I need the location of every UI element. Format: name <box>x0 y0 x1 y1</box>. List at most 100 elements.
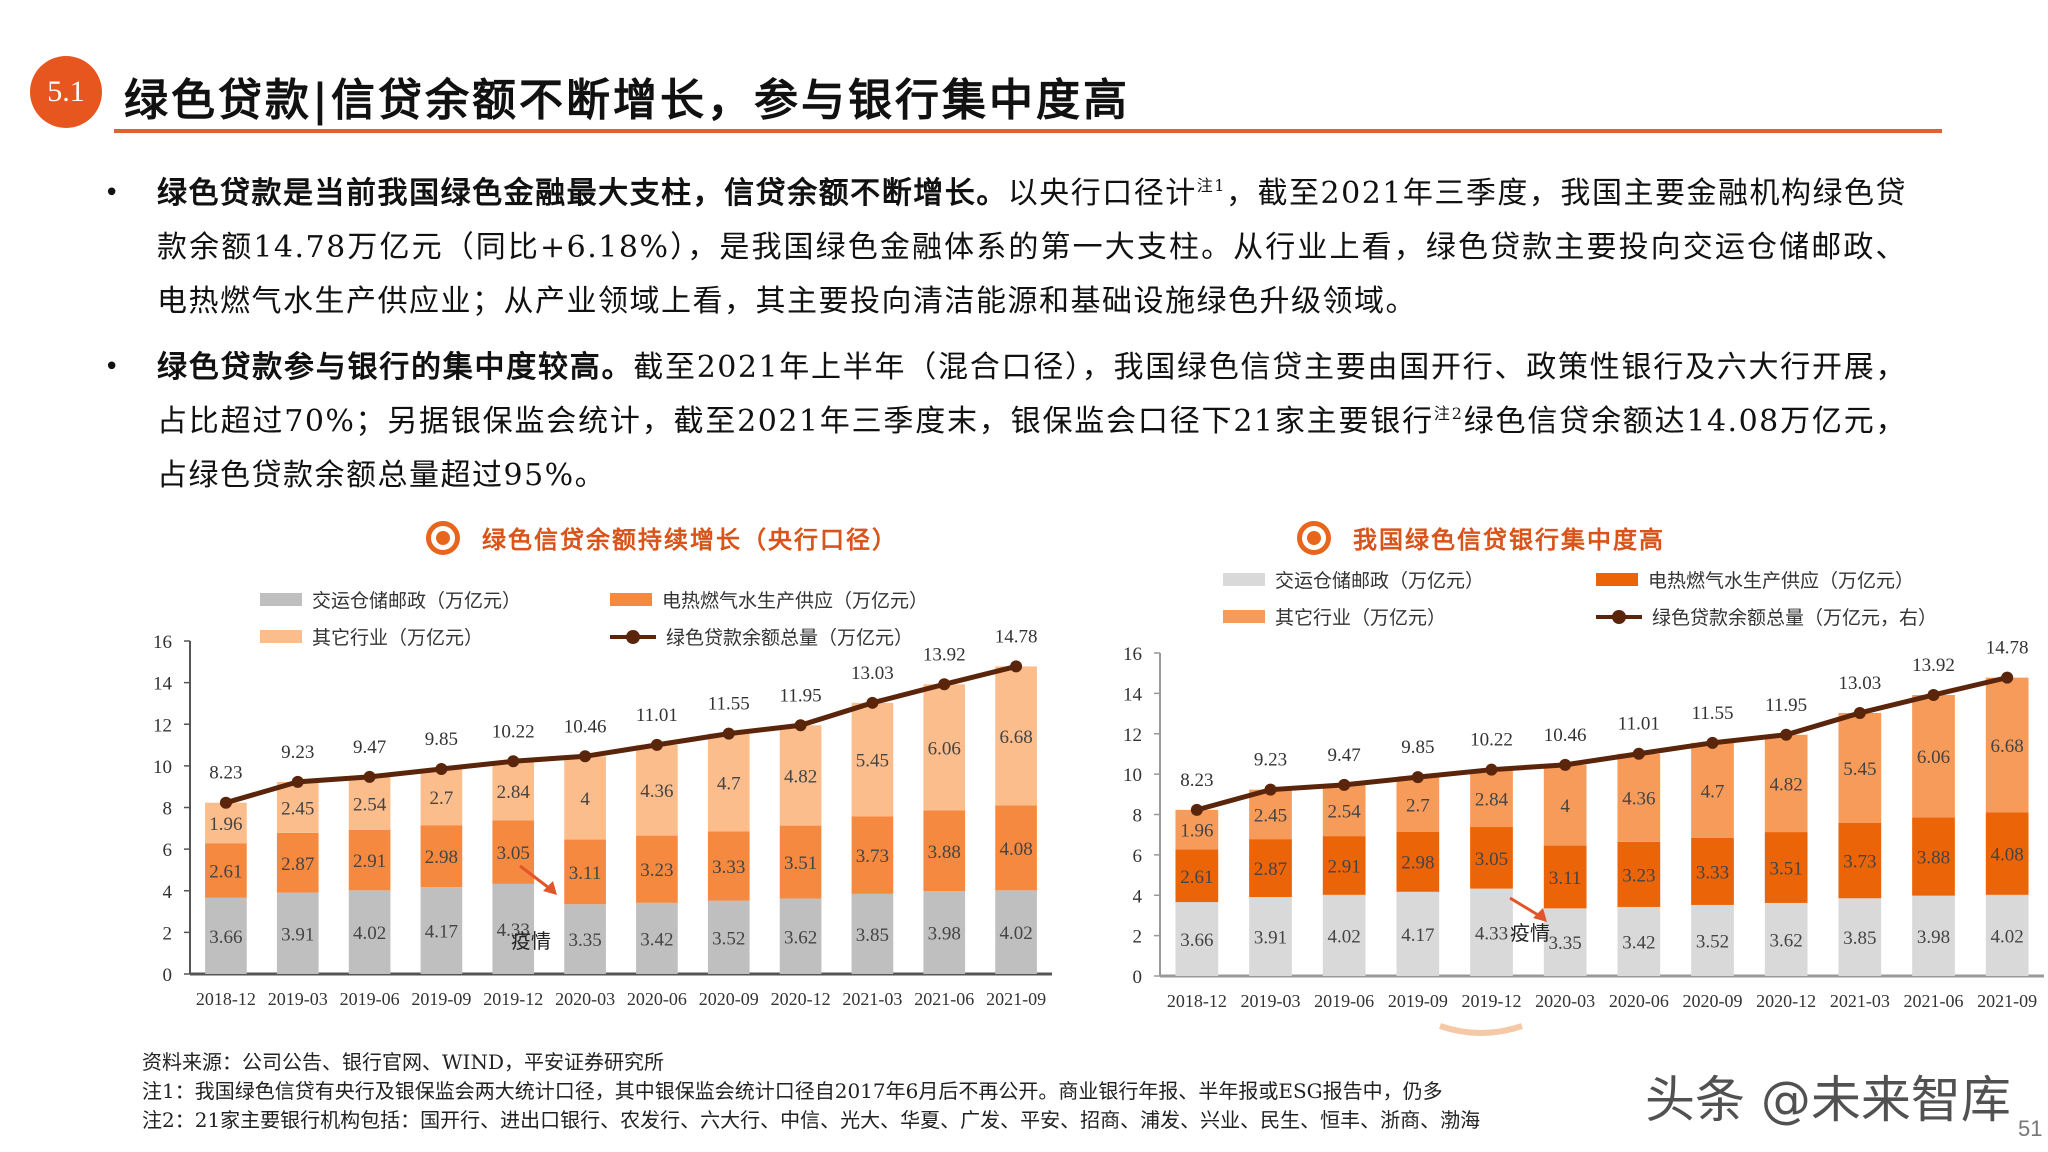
bar-segment <box>1617 841 1661 907</box>
total-data-label: 13.92 <box>923 644 966 665</box>
total-data-label: 10.46 <box>1544 725 1587 746</box>
legend-label: 其它行业（万亿元） <box>1275 607 1447 629</box>
bar-data-label: 4 <box>1560 796 1570 817</box>
bar-data-label: 2.61 <box>209 862 242 883</box>
title-underline <box>114 129 1942 133</box>
bar-segment <box>492 883 535 974</box>
bar-segment <box>348 776 391 830</box>
bar-segment <box>1470 827 1513 889</box>
bar-data-label: 1.96 <box>209 814 242 835</box>
total-point <box>1780 728 1793 741</box>
footnote-ref-2: 注2 <box>1433 404 1464 423</box>
bar-data-label: 1.96 <box>1180 821 1213 842</box>
bullet-1-lead: 绿色贷款是当前我国绿色金融最大支柱，信贷余额不断增长。 <box>157 176 1008 211</box>
bullet-paragraph-1: 绿色贷款是当前我国绿色金融最大支柱，信贷余额不断增长。以央行口径计注1，截至20… <box>157 167 1907 329</box>
bar-data-label: 4.17 <box>425 922 458 943</box>
bar-data-label: 4.82 <box>1770 774 1803 795</box>
legend-swatch <box>260 630 302 643</box>
bar-segment <box>276 781 319 833</box>
bar-data-label: 3.35 <box>1549 933 1582 954</box>
legend-label: 交运仓储邮政（万亿元） <box>1275 570 1485 592</box>
total-point <box>1264 783 1277 796</box>
x-tick-label: 2021-06 <box>914 989 974 1009</box>
x-tick-label: 2021-03 <box>842 989 902 1009</box>
source-note: 资料来源：公司公告、银行官网、WIND，平安证券研究所 <box>142 1050 664 1074</box>
total-data-label: 9.47 <box>1328 745 1361 766</box>
bar-data-label: 3.85 <box>856 925 889 946</box>
bar-data-label: 4.7 <box>1701 781 1725 802</box>
x-tick-label: 2020-03 <box>1535 991 1595 1011</box>
bar-segment <box>1396 831 1440 892</box>
bar-segment <box>1985 894 2029 976</box>
total-data-label: 13.92 <box>1912 655 1955 676</box>
bar-segment <box>779 825 822 899</box>
bullet-1-text-cont: ，截至2021年三季度，我国主要金融机构绿色贷款余额14.78万亿元（同比+6.… <box>157 176 1908 319</box>
bar-data-label: 3.33 <box>1696 862 1729 883</box>
total-point <box>291 775 304 788</box>
bar-segment <box>420 887 463 974</box>
legend-swatch <box>260 593 302 606</box>
bar-segment <box>779 725 822 826</box>
bullet-icon: • <box>104 352 120 382</box>
bar-data-label: 3.52 <box>712 928 745 949</box>
bar-segment <box>1249 789 1292 840</box>
chart-2-title: 我国绿色信贷银行集中度高 <box>1297 520 1665 555</box>
total-line <box>1196 675 2008 813</box>
bar-segment <box>779 898 822 974</box>
total-point <box>1632 747 1645 760</box>
bar-segment <box>1838 712 1882 823</box>
x-tick-label: 2021-09 <box>986 989 1046 1009</box>
bar-segment <box>1764 832 1808 903</box>
bar-data-label: 3.05 <box>1475 849 1508 870</box>
bar-data-label: 2.45 <box>281 798 314 819</box>
x-tick-label: 2020-06 <box>627 989 687 1009</box>
total-point <box>794 719 807 732</box>
y-tick-label: 14 <box>153 674 173 695</box>
bar-data-label: 3.05 <box>497 843 530 864</box>
bar-data-label: 2.87 <box>281 854 314 875</box>
bar-data-label: 2.98 <box>1401 853 1434 874</box>
legend-item: 交运仓储邮政（万亿元） <box>1223 566 1484 593</box>
bar-segment <box>995 805 1037 891</box>
chart-2-title-text: 我国绿色信贷银行集中度高 <box>1353 525 1665 554</box>
bar-data-label: 3.88 <box>928 842 961 863</box>
total-point <box>1706 736 1719 749</box>
bar-data-label: 4.82 <box>784 766 817 787</box>
bar-segment <box>1175 809 1219 850</box>
legend-item: 绿色贷款余额总量（万亿元） <box>610 623 913 650</box>
total-data-label: 11.95 <box>780 685 822 706</box>
bar-data-label: 4.7 <box>717 774 741 795</box>
bar-segment <box>1249 897 1292 976</box>
legend-item: 其它行业（万亿元） <box>260 623 483 650</box>
bar-segment <box>1764 902 1808 976</box>
bar-data-label: 2.84 <box>497 782 531 803</box>
y-tick-label: 14 <box>1123 684 1143 705</box>
bar-segment <box>564 756 606 840</box>
bar-data-label: 3.11 <box>1549 868 1582 889</box>
bullet-2-text: 截至2021年上半年（混合口径），我国绿色信贷主要由国开行、政策性银行及六大行开… <box>157 350 1907 439</box>
annotation-label: 疫情 <box>511 930 551 953</box>
x-tick-label: 2019-06 <box>340 989 400 1009</box>
bar-data-label: 4.08 <box>999 839 1032 860</box>
bar-segment <box>1838 898 1882 976</box>
x-tick-label: 2019-03 <box>1241 991 1301 1011</box>
legend-label: 电热燃气水生产供应（万亿元） <box>1648 570 1915 592</box>
total-data-label: 8.23 <box>209 763 242 784</box>
total-data-label: 11.01 <box>636 705 678 726</box>
total-data-label: 10.22 <box>1470 730 1513 751</box>
bar-data-label: 2.54 <box>1328 801 1362 822</box>
legend-line-marker <box>1596 609 1642 625</box>
x-tick-label: 2020-03 <box>555 989 615 1009</box>
bar-data-label: 3.98 <box>1917 927 1950 948</box>
total-point <box>579 750 592 763</box>
bar-data-label: 4 <box>580 789 590 810</box>
total-data-label: 11.55 <box>708 694 750 715</box>
bar-segment <box>1617 906 1661 976</box>
y-tick-label: 8 <box>1133 806 1143 827</box>
total-data-label: 9.23 <box>1254 750 1287 771</box>
section-badge: 5.1 <box>30 56 102 128</box>
bar-data-label: 2.61 <box>1180 867 1213 888</box>
bar-segment <box>1764 734 1808 833</box>
total-point <box>1338 778 1351 791</box>
bar-segment <box>923 891 966 974</box>
